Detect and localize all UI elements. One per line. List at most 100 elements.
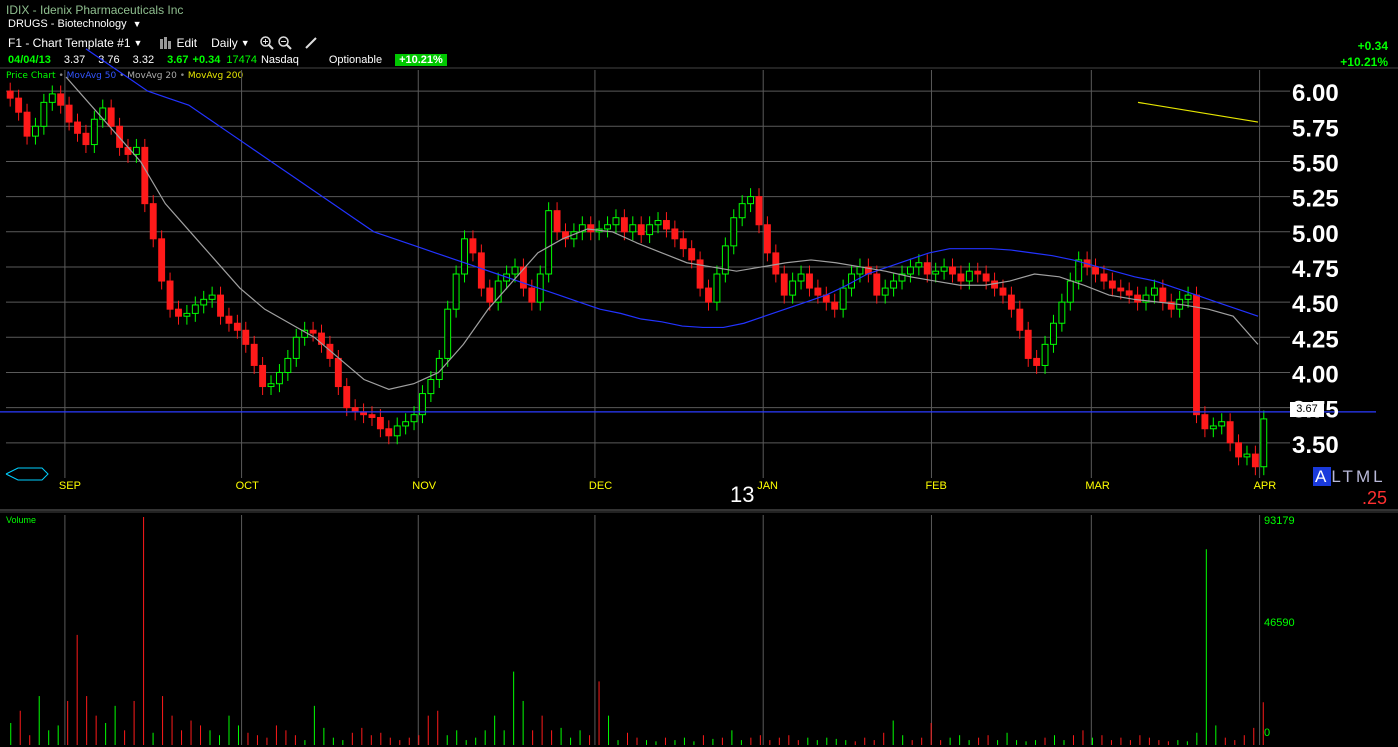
candle-body xyxy=(259,364,267,388)
chart-toolbar: F1 - Chart Template #1 ▼ Edit Daily ▼ xyxy=(0,34,328,52)
candle-body xyxy=(721,245,729,275)
candle-body xyxy=(999,287,1007,296)
candle-body xyxy=(158,238,166,282)
candle-body xyxy=(814,287,822,296)
candle-body xyxy=(1125,290,1133,296)
candle-body xyxy=(208,294,216,300)
candle-body xyxy=(965,270,973,282)
pct-change-badge: +10.21% xyxy=(395,54,447,66)
candle-body xyxy=(107,107,115,127)
candle-body xyxy=(873,273,881,296)
period-dropdown[interactable]: Daily ▼ xyxy=(211,36,250,50)
candle-body xyxy=(1193,294,1200,416)
range-button-t[interactable]: T xyxy=(1342,467,1356,486)
sector-label: DRUGS - Biotechnology xyxy=(8,18,127,30)
candle-body xyxy=(696,259,704,289)
candle-body xyxy=(755,196,763,226)
period-label: Daily xyxy=(211,36,238,50)
y-tick-label: 4.25 xyxy=(1292,326,1339,353)
symbol-title: IDIX - Idenix Pharmaceuticals Inc xyxy=(6,3,184,17)
range-button-l[interactable]: L xyxy=(1331,467,1343,486)
chevron-down-icon: ▼ xyxy=(240,38,250,48)
candle-body xyxy=(242,329,250,345)
candle-body xyxy=(477,252,485,289)
month-label: SEP xyxy=(59,480,81,492)
y-tick-label: 4.75 xyxy=(1292,256,1339,283)
candle-body xyxy=(604,224,611,230)
candle-body xyxy=(1007,294,1015,310)
chevron-down-icon: ▼ xyxy=(133,38,143,48)
candle-body xyxy=(1024,329,1032,359)
y-tick-label: 5.25 xyxy=(1292,186,1339,213)
candle-body xyxy=(940,266,948,272)
top-change-pct: +10.21% xyxy=(1340,55,1388,69)
zoom-in-button[interactable] xyxy=(259,36,274,50)
candle-body xyxy=(890,280,898,289)
template-dropdown[interactable]: F1 - Chart Template #1 ▼ xyxy=(8,36,142,50)
candle-body xyxy=(1226,421,1234,444)
candle-body xyxy=(1041,343,1049,366)
candle-body xyxy=(1251,453,1259,468)
quote-volume: 17474 xyxy=(226,54,257,66)
candle-body xyxy=(376,417,384,430)
month-label: MAR xyxy=(1085,480,1110,492)
candle-body xyxy=(562,231,569,240)
month-label: JAN xyxy=(757,480,778,492)
candle-body xyxy=(267,383,275,388)
range-selector: A LTML xyxy=(1313,467,1386,487)
zoom-out-button[interactable] xyxy=(277,36,292,50)
chevron-down-icon: ▼ xyxy=(132,19,142,29)
candle-body xyxy=(419,393,426,416)
candle-body xyxy=(233,322,241,331)
candle-body xyxy=(906,266,914,275)
candle-body xyxy=(74,121,81,134)
candle-body xyxy=(166,280,174,310)
candle-body xyxy=(915,262,923,268)
candle-body xyxy=(1167,301,1175,310)
candle-body xyxy=(351,407,359,413)
candle-body xyxy=(23,111,31,137)
candle-body xyxy=(1092,266,1099,275)
candle-body xyxy=(292,336,300,359)
candle-body xyxy=(15,97,23,113)
volume-tick-zero: 0 xyxy=(1264,727,1271,739)
candle-body xyxy=(1100,273,1108,282)
month-label: OCT xyxy=(236,480,260,492)
quote-open: 3.37 xyxy=(63,54,86,66)
candle-body xyxy=(57,93,65,106)
candle-body xyxy=(452,273,460,310)
candle-body xyxy=(1134,294,1142,303)
range-button-a[interactable]: A xyxy=(1313,467,1332,486)
candle-body xyxy=(82,132,90,146)
candle-body xyxy=(898,273,906,282)
y-tick-label: 5.75 xyxy=(1292,115,1339,142)
sector-selector[interactable]: DRUGS - Biotechnology ▼ xyxy=(8,18,142,30)
candle-body xyxy=(654,220,662,226)
candle-body xyxy=(1260,418,1268,468)
candle-body xyxy=(637,224,645,236)
candle-body xyxy=(856,266,864,275)
edit-button[interactable]: Edit xyxy=(160,36,197,50)
candle-body xyxy=(1235,442,1242,458)
range-button-l2[interactable]: L xyxy=(1373,467,1386,486)
candle-body xyxy=(1201,414,1209,430)
draw-tool-button[interactable] xyxy=(304,36,318,50)
ma20-line xyxy=(65,76,1259,390)
range-button-m[interactable]: M xyxy=(1355,467,1374,486)
candle-body xyxy=(494,280,502,303)
candle-body xyxy=(806,273,813,289)
candle-body xyxy=(1184,294,1192,300)
candle-body xyxy=(410,414,418,423)
candle-body xyxy=(250,343,258,366)
candle-body xyxy=(343,386,351,409)
legend-price: Price Chart xyxy=(6,71,56,81)
candle-body xyxy=(1117,287,1125,292)
y-tick-label: 4.00 xyxy=(1292,361,1339,388)
volume-tick-mid: 46590 xyxy=(1264,617,1295,629)
y-tick-label: 4.50 xyxy=(1292,291,1339,318)
candle-body xyxy=(528,287,536,303)
candle-body xyxy=(688,248,696,261)
candle-body xyxy=(1209,425,1217,430)
quote-change: +0.34 xyxy=(192,54,221,66)
